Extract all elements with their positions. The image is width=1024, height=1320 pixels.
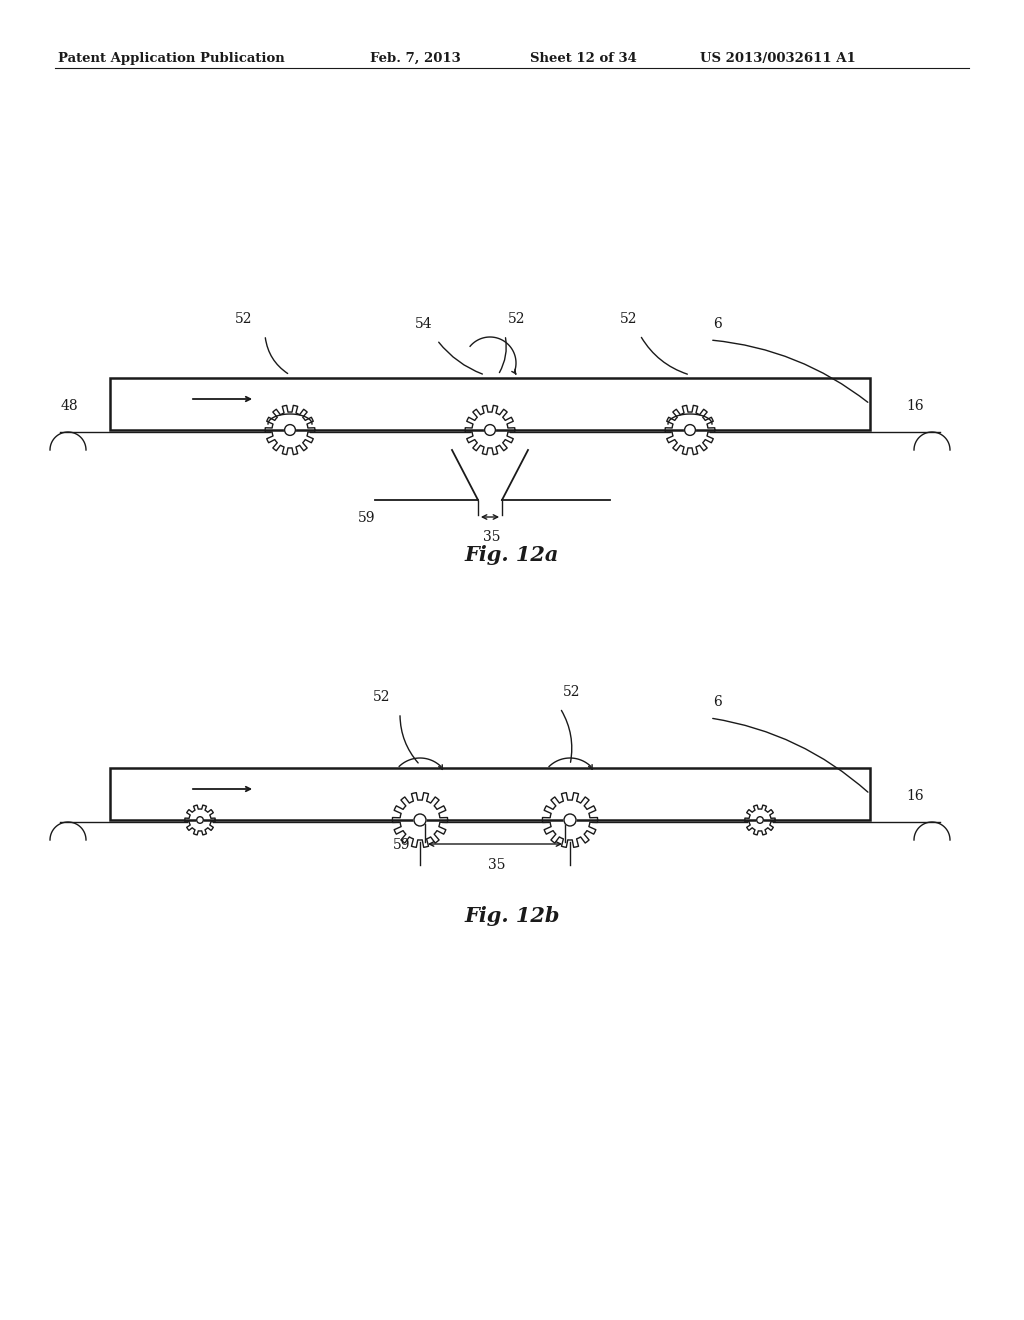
Text: 48: 48 bbox=[60, 399, 78, 413]
Circle shape bbox=[414, 814, 426, 826]
Circle shape bbox=[484, 425, 496, 436]
Text: Sheet 12 of 34: Sheet 12 of 34 bbox=[530, 51, 637, 65]
Text: 16: 16 bbox=[906, 399, 924, 413]
Text: 59: 59 bbox=[392, 838, 410, 851]
Text: Patent Application Publication: Patent Application Publication bbox=[58, 51, 285, 65]
Circle shape bbox=[685, 425, 695, 436]
Text: 52: 52 bbox=[508, 312, 525, 326]
Text: 6: 6 bbox=[713, 696, 722, 709]
Circle shape bbox=[757, 817, 763, 824]
Text: 52: 52 bbox=[563, 685, 581, 700]
Text: Fig. 12a: Fig. 12a bbox=[465, 545, 559, 565]
Circle shape bbox=[564, 814, 575, 826]
Text: US 2013/0032611 A1: US 2013/0032611 A1 bbox=[700, 51, 856, 65]
Text: Feb. 7, 2013: Feb. 7, 2013 bbox=[370, 51, 461, 65]
Text: 52: 52 bbox=[373, 690, 390, 704]
Circle shape bbox=[197, 817, 204, 824]
Text: 35: 35 bbox=[483, 531, 501, 544]
Text: 54: 54 bbox=[415, 317, 432, 331]
Bar bbox=[110, 768, 870, 820]
Text: 16: 16 bbox=[906, 789, 924, 803]
Bar bbox=[110, 378, 870, 430]
Text: 52: 52 bbox=[234, 312, 252, 326]
Text: 52: 52 bbox=[620, 312, 637, 326]
Circle shape bbox=[285, 425, 295, 436]
Text: 6: 6 bbox=[713, 317, 722, 331]
Text: 35: 35 bbox=[488, 858, 506, 873]
Text: 59: 59 bbox=[357, 511, 375, 525]
Text: Fig. 12b: Fig. 12b bbox=[464, 906, 560, 925]
